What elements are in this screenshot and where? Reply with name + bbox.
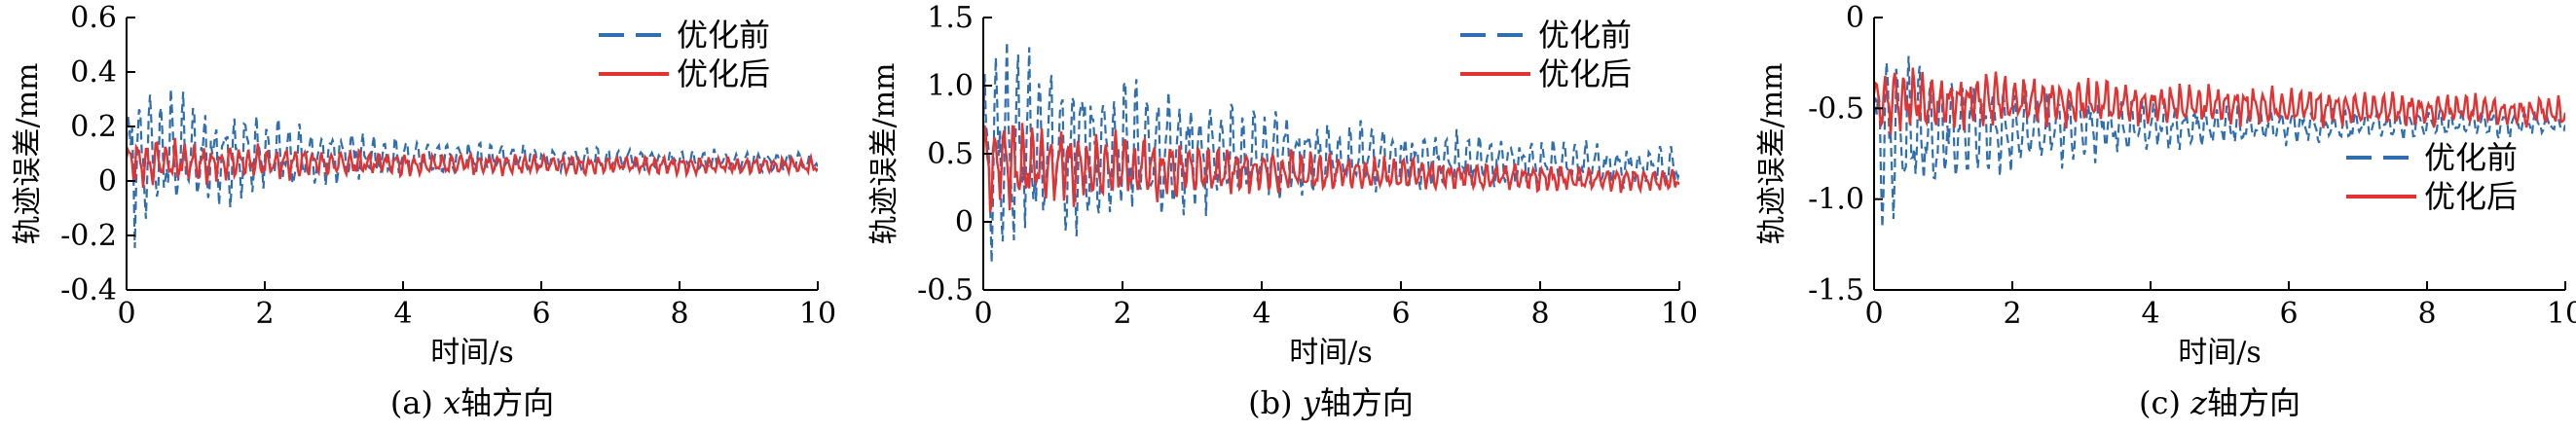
y-tick-label: 0.2 xyxy=(70,110,117,144)
x-tick-label: 6 xyxy=(2279,297,2298,331)
y-tick-label: 0.6 xyxy=(70,1,117,35)
x-tick-label: 2 xyxy=(1113,297,1131,331)
series-line-1 xyxy=(983,123,1679,213)
x-tick-label: 2 xyxy=(255,297,274,331)
y-axis-title: 轨迹误差/mm xyxy=(1755,62,1789,244)
legend-label-0: 优化前 xyxy=(2424,139,2518,176)
x-tick-label: 10 xyxy=(2547,297,2576,331)
x-tick-label: 0 xyxy=(117,297,135,331)
panel-caption: (b) y轴方向 xyxy=(1248,384,1414,421)
x-tick-label: 10 xyxy=(799,297,836,331)
ticks-layer: 0 2 4 6 8 10 -0.4 -0.2 0 0.2 0.4 0.6 xyxy=(60,1,836,331)
x-tick-label: 8 xyxy=(1530,297,1549,331)
panel-b: 0 2 4 6 8 10-0.500.51.01.5 时间/s 轨迹误差/mm 优化前优化… xyxy=(867,1,1698,421)
y-tick-label: 1.5 xyxy=(927,1,974,35)
series-line-1 xyxy=(1874,67,2565,135)
ticks-layer: 0 2 4 6 8 10-0.500.51.01.5 xyxy=(917,1,1698,331)
x-tick-label: 8 xyxy=(2417,297,2436,331)
y-tick-label: 1.0 xyxy=(927,69,974,103)
x-axis-title: 时间/s xyxy=(430,336,514,370)
panel-c: 0 2 4 6 8 10 -1.5 -1.0 -0.5 0 时间/s 轨迹误差/mm 优化前优化后… xyxy=(1755,1,2576,421)
y-tick-label: 0 xyxy=(955,205,974,239)
x-tick-label: 4 xyxy=(393,297,412,331)
legend-label-0: 优化前 xyxy=(677,17,770,54)
x-tick-label: 6 xyxy=(1391,297,1410,331)
x-tick-label: 0 xyxy=(1864,297,1883,331)
series-line-0 xyxy=(983,41,1679,263)
series-line-0 xyxy=(127,89,818,248)
x-tick-label: 6 xyxy=(532,297,550,331)
x-axis-title: 时间/s xyxy=(2178,336,2262,370)
series-layer xyxy=(983,41,1679,263)
panel-caption: (c) z轴方向 xyxy=(2139,384,2300,421)
x-tick-label: 4 xyxy=(1252,297,1270,331)
x-tick-label: 8 xyxy=(670,297,688,331)
series-layer xyxy=(1874,55,2565,228)
series-line-1 xyxy=(127,137,818,188)
y-tick-label: 0.5 xyxy=(927,137,974,171)
y-tick-label: -0.5 xyxy=(1808,91,1864,126)
series-layer xyxy=(127,89,818,248)
legend-label-1: 优化后 xyxy=(677,55,770,92)
y-tick-label: -0.5 xyxy=(917,273,974,307)
x-axis-title: 时间/s xyxy=(1289,336,1373,370)
series-line-0 xyxy=(1874,55,2565,228)
y-tick-label: -0.4 xyxy=(60,273,117,307)
y-axis-title: 轨迹误差/mm xyxy=(867,62,902,244)
ticks-layer: 0 2 4 6 8 10 -1.5 -1.0 -0.5 0 xyxy=(1808,1,2576,331)
legend-label-1: 优化后 xyxy=(1538,55,1632,92)
x-tick-label: 10 xyxy=(1661,297,1698,331)
panel-a: 0 2 4 6 8 10 -0.4 -0.2 0 0.2 0.4 0.6 时间/s 轨迹误差/mm 优… xyxy=(11,1,836,421)
x-tick-label: 4 xyxy=(2141,297,2159,331)
x-tick-label: 0 xyxy=(974,297,992,331)
y-tick-label: 0.4 xyxy=(70,55,117,90)
legend-label-0: 优化前 xyxy=(1538,17,1632,54)
y-tick-label: -1.5 xyxy=(1808,273,1864,307)
panel-caption: (a) x轴方向 xyxy=(390,384,554,421)
y-axis-title: 轨迹误差/mm xyxy=(11,62,45,244)
x-tick-label: 2 xyxy=(2003,297,2021,331)
legend-label-1: 优化后 xyxy=(2424,178,2518,215)
y-tick-label: 0 xyxy=(98,164,117,198)
y-tick-label: -1.0 xyxy=(1808,183,1864,217)
y-tick-label: 0 xyxy=(1846,1,1864,35)
y-tick-label: -0.2 xyxy=(60,219,117,253)
